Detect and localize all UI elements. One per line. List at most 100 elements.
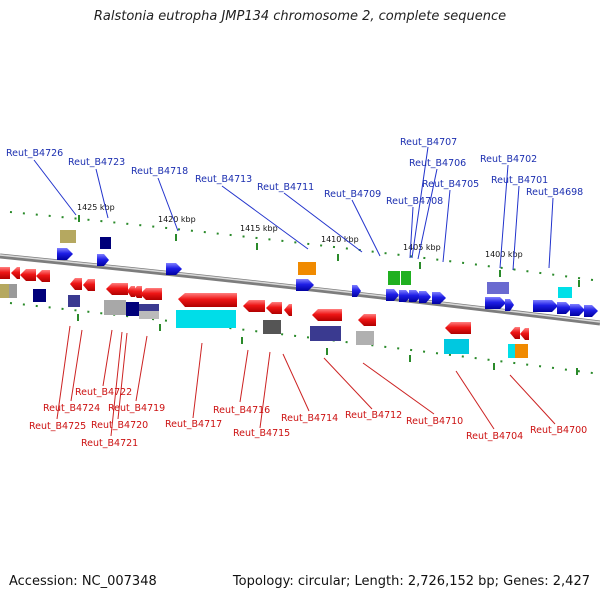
top-leader-lines <box>33 146 554 271</box>
gene-label-bottom: Reut_B4721 <box>81 438 138 449</box>
gene-arrow <box>419 291 431 303</box>
gene-arrow <box>83 279 95 291</box>
gene-arrow <box>485 297 506 309</box>
gene-label-top: Reut_B4706 <box>409 158 466 169</box>
gene-box <box>100 237 111 249</box>
gene-label-bottom: Reut_B4712 <box>345 410 402 421</box>
gene-box <box>0 284 9 298</box>
gene-box <box>298 262 316 275</box>
gene-box <box>126 302 139 316</box>
gene-arrow <box>409 290 421 302</box>
gene-label-top: Reut_B4713 <box>195 174 252 185</box>
inner-features[interactable] <box>0 284 528 358</box>
gene-arrow <box>505 299 514 311</box>
gene-arrow <box>243 300 265 312</box>
scale-label: 1425 kbp <box>77 203 115 212</box>
gene-arrow <box>57 248 73 260</box>
scale-label: 1400 kbp <box>485 250 523 259</box>
gene-label-top: Reut_B4726 <box>6 148 63 159</box>
gene-box <box>356 331 374 345</box>
gene-box <box>176 310 236 328</box>
gene-arrow <box>284 304 292 316</box>
gene-arrow <box>386 289 399 301</box>
gene-label-top: Reut_B4698 <box>526 187 583 198</box>
scale-label: 1420 kbp <box>158 215 196 224</box>
gene-arrow <box>70 278 82 290</box>
gene-arrow <box>445 322 471 334</box>
gene-arrow <box>0 267 10 279</box>
gene-label-bottom: Reut_B4710 <box>406 416 463 427</box>
gene-box <box>558 287 572 298</box>
genome-stats-text: Topology: circular; Length: 2,726,152 bp… <box>232 574 590 589</box>
gene-label-top: Reut_B4707 <box>400 137 457 148</box>
gene-label-top: Reut_B4711 <box>257 182 314 193</box>
gene-label-bottom: Reut_B4724 <box>43 403 100 414</box>
gene-label-bottom: Reut_B4714 <box>281 413 338 424</box>
gene-arrow <box>352 285 361 297</box>
gene-arrow <box>557 302 572 314</box>
gene-arrow <box>36 270 50 282</box>
gene-label-top: Reut_B4718 <box>131 166 188 177</box>
gene-label-top: Reut_B4723 <box>68 157 125 168</box>
gene-arrow <box>296 279 314 291</box>
gene-arrow <box>358 314 376 326</box>
reverse-genes[interactable] <box>0 267 529 340</box>
gene-label-bottom: Reut_B4716 <box>213 405 270 416</box>
gene-box <box>444 339 469 354</box>
accession-text: Accession: NC_007348 <box>9 574 157 589</box>
gene-arrow <box>178 293 237 307</box>
gene-box <box>60 230 76 243</box>
gene-arrow <box>570 304 585 316</box>
forward-genes[interactable] <box>57 248 598 317</box>
gene-box <box>310 326 341 341</box>
map-title: Ralstonia eutropha JMP134 chromosome 2, … <box>93 9 507 24</box>
gene-box <box>508 344 516 358</box>
gene-box <box>401 271 411 285</box>
gene-label-top: Reut_B4702 <box>480 154 537 165</box>
gene-box <box>139 311 159 319</box>
major-ticks <box>77 215 580 375</box>
gene-box <box>487 282 509 294</box>
gene-arrow <box>97 254 109 266</box>
gene-box <box>9 284 17 298</box>
gene-arrow <box>399 290 411 302</box>
scale-label: 1415 kbp <box>240 224 278 233</box>
top-features[interactable] <box>60 230 572 298</box>
gene-arrow <box>20 269 36 281</box>
gene-label-top: Reut_B4705 <box>422 179 479 190</box>
gene-arrow <box>166 263 182 275</box>
gene-box <box>104 300 126 315</box>
gene-arrow <box>510 327 520 339</box>
gene-arrow <box>140 288 162 300</box>
gene-arrow <box>432 292 446 304</box>
scale-label: 1410 kbp <box>321 235 359 244</box>
bottom-leader-lines <box>56 325 556 437</box>
gene-box <box>515 344 528 358</box>
gene-label-bottom: Reut_B4722 <box>75 387 132 398</box>
scale-label: 1405 kbp <box>403 243 441 252</box>
gene-label-bottom: Reut_B4717 <box>165 419 222 430</box>
gene-label-top: Reut_B4709 <box>324 189 381 200</box>
gene-label-bottom: Reut_B4704 <box>466 431 523 442</box>
gene-label-bottom: Reut_B4719 <box>108 403 165 414</box>
gene-arrow <box>533 300 558 312</box>
gene-arrow <box>520 328 529 340</box>
gene-box <box>388 271 400 285</box>
gene-arrow <box>312 309 342 321</box>
gene-arrow <box>106 283 128 295</box>
gene-label-bottom: Reut_B4720 <box>91 420 148 431</box>
gene-label-bottom: Reut_B4700 <box>530 425 587 436</box>
gene-arrow <box>584 305 598 317</box>
gene-box <box>263 320 281 334</box>
gene-label-top: Reut_B4708 <box>386 196 443 207</box>
gene-arrow <box>132 286 142 298</box>
gene-label-bottom: Reut_B4725 <box>29 421 86 432</box>
gene-label-bottom: Reut_B4715 <box>233 428 290 439</box>
gene-label-top: Reut_B4701 <box>491 175 548 186</box>
gene-arrow <box>266 302 282 314</box>
gene-arrow <box>127 286 135 297</box>
gene-box <box>33 289 46 302</box>
gene-arrow <box>11 267 20 279</box>
gene-box <box>68 295 80 307</box>
